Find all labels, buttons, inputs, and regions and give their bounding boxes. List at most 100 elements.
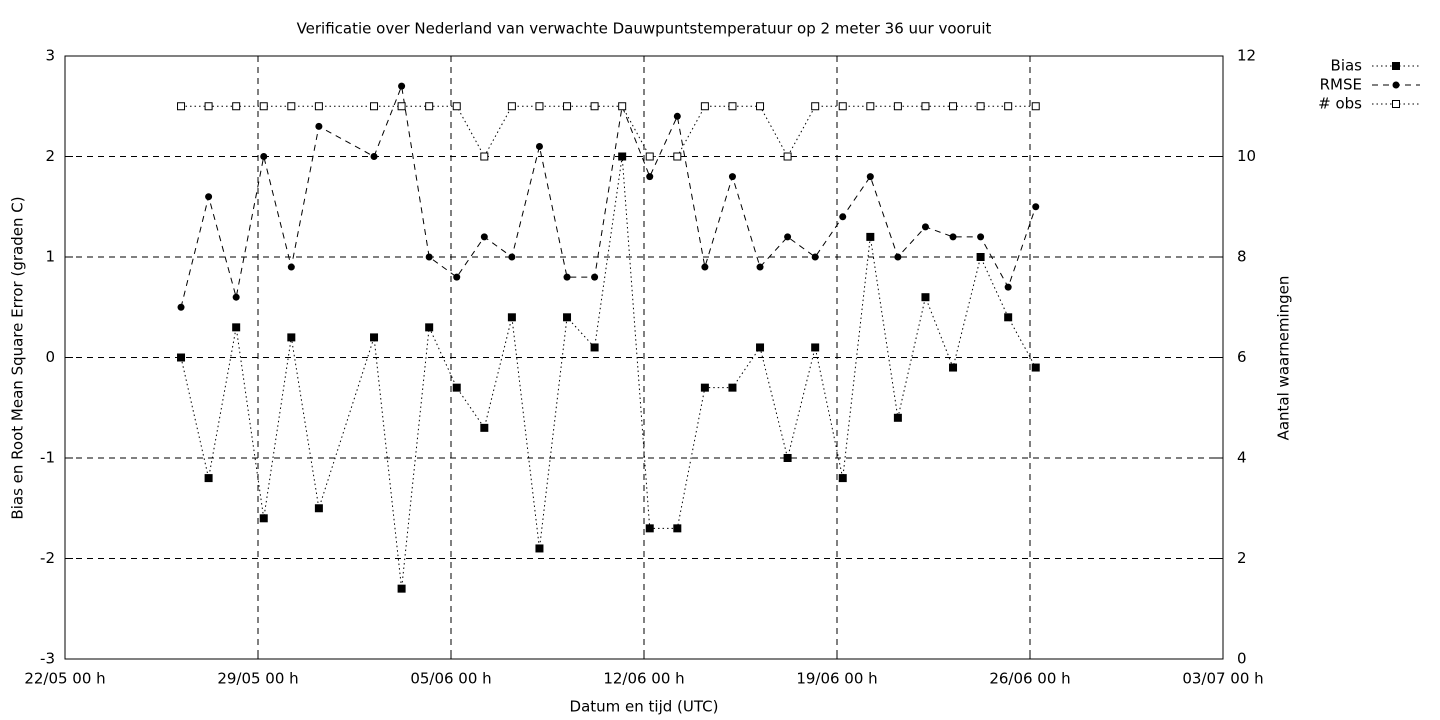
marker <box>949 363 958 372</box>
x-tick-label: 22/05 00 h <box>24 670 105 688</box>
legend-marker <box>1392 81 1400 89</box>
y2-tick-label: 10 <box>1237 147 1256 165</box>
marker <box>397 584 406 593</box>
marker <box>425 253 433 261</box>
series-line <box>180 84 1037 308</box>
marker <box>480 233 488 241</box>
legend-marker <box>1392 100 1400 108</box>
legend-label: RMSE <box>1320 76 1362 94</box>
marker <box>783 152 792 161</box>
y-tick-label: -1 <box>40 449 55 467</box>
x-tick-label: 12/06 00 h <box>603 670 684 688</box>
marker <box>259 102 268 111</box>
marker <box>480 152 489 161</box>
marker <box>893 102 902 111</box>
marker <box>784 233 792 241</box>
y2-tick-label: 6 <box>1237 348 1247 366</box>
marker <box>756 263 764 271</box>
marker <box>563 273 571 281</box>
marker <box>508 253 516 261</box>
marker <box>314 504 323 513</box>
marker <box>452 383 461 392</box>
marker <box>425 102 434 111</box>
marker <box>921 102 930 111</box>
plot-border <box>64 55 1224 660</box>
marker <box>204 102 213 111</box>
marker <box>756 102 765 111</box>
marker <box>893 413 902 422</box>
legend-label: # obs <box>1318 95 1362 113</box>
marker <box>535 102 544 111</box>
marker <box>673 112 681 120</box>
marker <box>507 313 516 322</box>
marker <box>591 273 599 281</box>
y2-tick-label: 8 <box>1237 248 1247 266</box>
marker <box>700 102 709 111</box>
y-tick-label: -3 <box>40 650 55 668</box>
y-tick-label: -2 <box>40 549 55 567</box>
y2-tick-label: 0 <box>1237 650 1247 668</box>
marker <box>453 273 461 281</box>
marker <box>977 233 985 241</box>
marker <box>177 303 185 311</box>
marker <box>287 102 296 111</box>
y2-axis-label: Aantal waarnemingen <box>1275 276 1293 441</box>
marker <box>314 102 323 111</box>
marker <box>1031 363 1040 372</box>
chart-title: Verificatie over Nederland van verwachte… <box>297 20 992 38</box>
marker <box>645 524 654 533</box>
marker <box>232 323 241 332</box>
marker <box>232 102 241 111</box>
marker <box>976 102 985 111</box>
marker <box>205 193 213 201</box>
marker <box>645 152 654 161</box>
marker <box>397 102 406 111</box>
marker <box>204 474 213 483</box>
series-line <box>181 105 1036 158</box>
marker <box>535 544 544 553</box>
marker <box>756 343 765 352</box>
marker <box>563 102 572 111</box>
marker <box>507 102 516 111</box>
marker <box>646 173 654 181</box>
y2-tick-label: 12 <box>1237 47 1256 65</box>
marker <box>866 102 875 111</box>
y2-tick-label: 4 <box>1237 449 1247 467</box>
marker <box>866 232 875 241</box>
marker <box>177 353 186 362</box>
marker <box>783 454 792 462</box>
marker <box>452 102 461 111</box>
x-tick-label: 05/06 00 h <box>410 670 491 688</box>
marker <box>260 153 268 160</box>
y-tick-label: 1 <box>45 248 55 266</box>
marker <box>370 333 379 342</box>
marker <box>287 333 296 342</box>
legend-marker <box>1392 62 1400 70</box>
x-tick-label: 26/06 00 h <box>989 670 1070 688</box>
marker <box>425 323 434 332</box>
marker <box>1004 313 1013 322</box>
marker <box>949 233 957 241</box>
marker <box>894 253 902 261</box>
marker <box>590 343 599 352</box>
marker <box>838 102 847 111</box>
x-tick-label: 03/07 00 h <box>1182 670 1263 688</box>
y-tick-label: 3 <box>45 47 55 65</box>
marker <box>811 343 820 352</box>
marker <box>701 263 709 271</box>
marker <box>480 423 489 432</box>
x-tick-label: 19/06 00 h <box>796 670 877 688</box>
x-axis-label: Datum en tijd (UTC) <box>570 698 719 716</box>
marker <box>728 102 737 111</box>
marker <box>866 173 874 181</box>
marker <box>398 82 406 90</box>
series-line <box>180 156 1037 589</box>
marker <box>949 102 958 111</box>
marker <box>1031 102 1040 111</box>
marker <box>618 102 627 111</box>
marker <box>315 122 323 130</box>
marker <box>728 173 736 181</box>
marker <box>1032 203 1040 211</box>
marker <box>563 313 572 322</box>
